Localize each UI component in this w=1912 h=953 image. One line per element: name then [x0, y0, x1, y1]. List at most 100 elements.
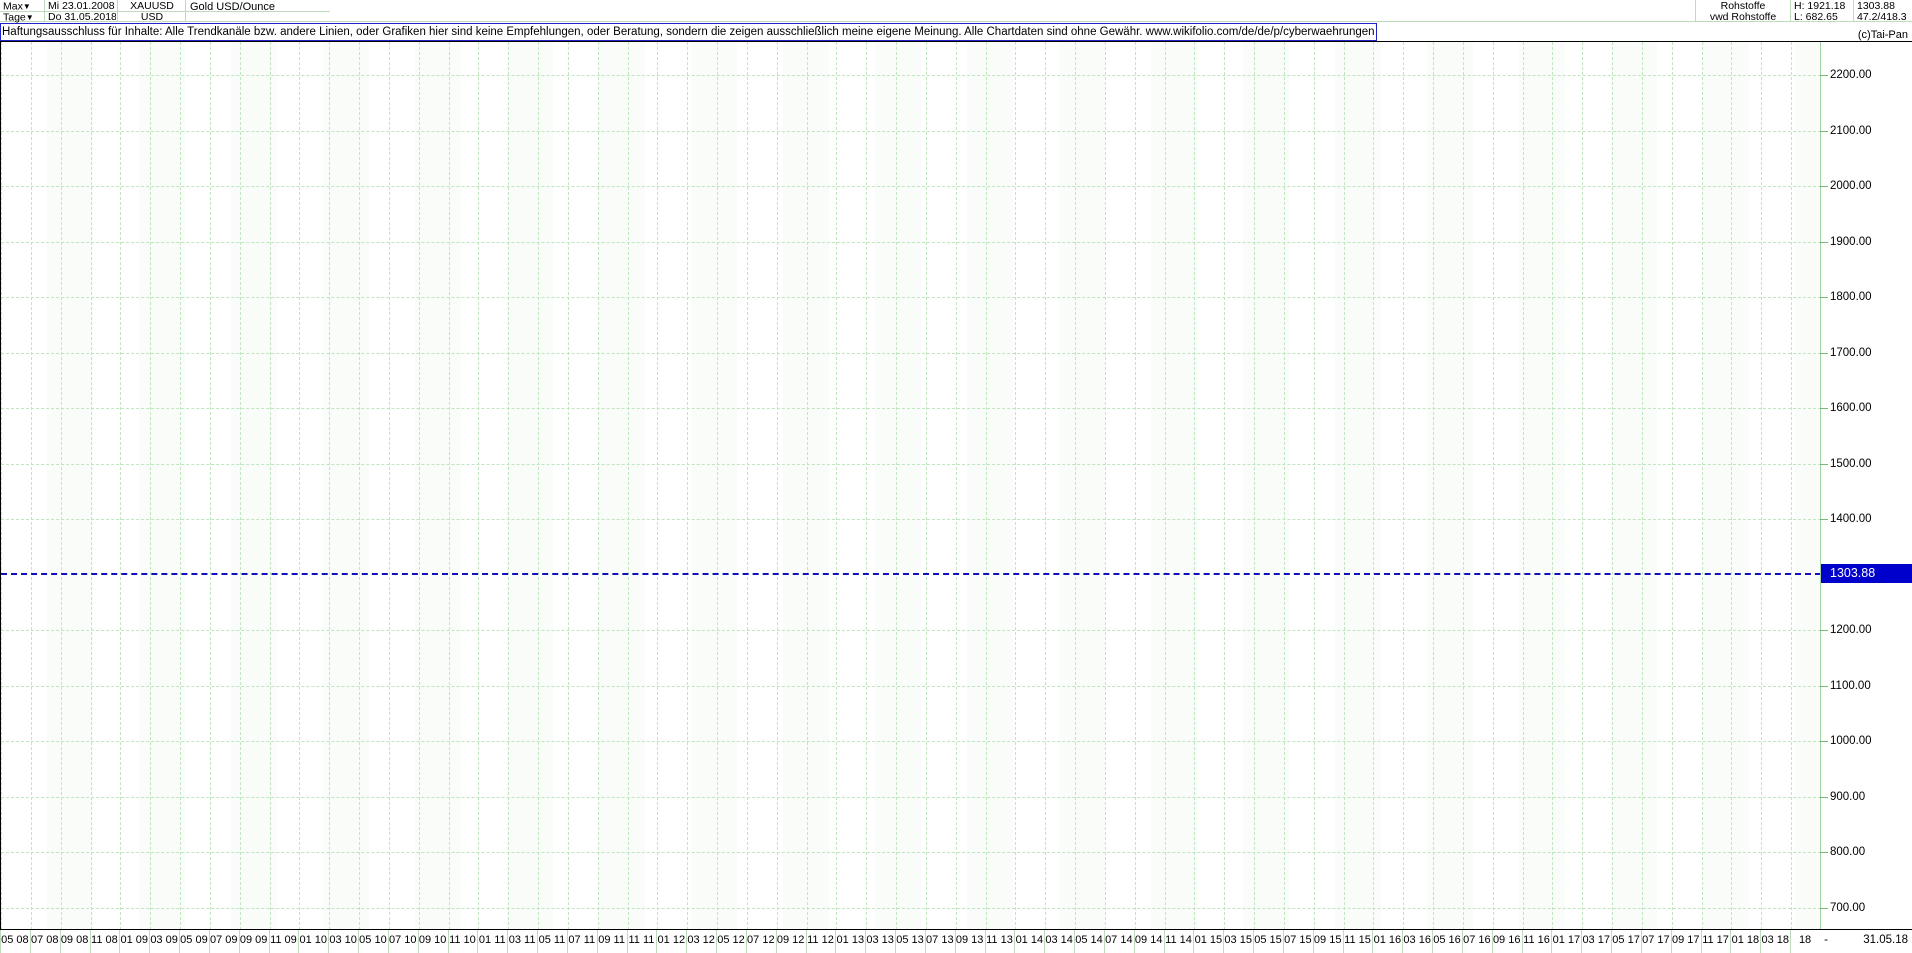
chevron-down-icon: ▼	[22, 2, 31, 11]
end-date[interactable]: Do 31.05.2018	[48, 12, 116, 23]
date-axis-tick: 01 18	[1731, 934, 1760, 946]
header-sep-1	[44, 0, 45, 22]
gridline-horizontal	[1, 408, 1821, 410]
price-axis-tick-mark	[1820, 186, 1828, 188]
date-axis-separator-tick	[626, 930, 628, 953]
date-axis-tick: 07 11	[568, 934, 596, 946]
date-axis-tick: 05 12	[717, 934, 745, 946]
price-axis-tick-mark	[1820, 907, 1828, 909]
date-axis-separator-tick	[29, 930, 31, 953]
date-axis-tick: 11 17	[1702, 934, 1729, 946]
gridline-vertical	[1373, 42, 1375, 930]
price-axis-tick-mark	[1820, 463, 1828, 465]
date-axis-separator-tick	[477, 930, 479, 953]
date-axis-separator-tick	[1312, 930, 1314, 953]
price-axis-tick-mark	[1820, 796, 1828, 798]
date-axis-tick: 05 11	[538, 934, 566, 946]
price-axis-tick-mark	[1820, 741, 1828, 743]
date-axis-separator-tick	[507, 930, 509, 953]
start-date[interactable]: Mi 23.01.2008	[48, 1, 115, 12]
date-axis-tick: 09 15	[1313, 934, 1342, 946]
date-axis-separator-tick	[895, 930, 897, 953]
date-axis-tick: 05 08	[1, 934, 29, 946]
gridline-vertical	[120, 42, 122, 930]
gridline-horizontal	[1, 297, 1821, 299]
gridline-vertical	[1582, 42, 1584, 930]
gridline-vertical	[1641, 42, 1643, 930]
date-axis-separator-tick	[716, 930, 718, 953]
header-sep-4	[1695, 0, 1696, 22]
gridline-vertical	[269, 42, 271, 930]
price-axis-line	[1820, 42, 1821, 930]
chart-plot-area[interactable]	[0, 41, 1821, 930]
date-axis-separator-tick	[1103, 930, 1105, 953]
gridline-horizontal	[1, 519, 1821, 521]
gridline-vertical	[567, 42, 569, 930]
date-axis-separator-tick	[984, 930, 986, 953]
header-sep-5	[1790, 0, 1791, 22]
date-axis-separator-tick	[1461, 930, 1463, 953]
disclaimer-banner[interactable]: Haftungsausschluss für Inhalte: Alle Tre…	[0, 23, 1377, 41]
price-axis-tick-mark	[1820, 352, 1828, 354]
range-selector[interactable]: Max▼	[3, 1, 43, 12]
date-axis-separator-tick	[1551, 930, 1553, 953]
date-axis-separator-tick	[1790, 930, 1792, 953]
price-axis-tick-mark	[1820, 852, 1828, 854]
date-axis-tick: 01 14	[1015, 934, 1044, 946]
date-axis-separator-tick	[208, 930, 210, 953]
date-axis-separator-tick	[775, 930, 777, 953]
gridline-vertical	[388, 42, 390, 930]
gridline-vertical	[30, 42, 32, 930]
date-axis-tick: 03 12	[687, 934, 715, 946]
date-axis-tick: 05 14	[1075, 934, 1103, 946]
session-high: H: 1921.18	[1794, 1, 1846, 12]
gridline-vertical	[717, 42, 719, 930]
price-axis-tick: 1900.00	[1830, 235, 1872, 248]
current-price-line	[1, 572, 1821, 575]
gridline-vertical	[418, 42, 420, 930]
gridline-horizontal	[1, 352, 1821, 354]
date-axis-separator-tick	[1253, 930, 1255, 953]
price-axis-tick: 1500.00	[1830, 457, 1872, 470]
date-axis-tick: 07 10	[389, 934, 417, 946]
symbol-code[interactable]: XAUUSD	[130, 1, 174, 12]
gridline-vertical	[985, 42, 987, 930]
date-axis-tick: 07 13	[926, 934, 954, 946]
date-axis[interactable]: 05 08 07 08 09 08 11 08 01 09 03 09 05 09 07 09…	[0, 929, 1912, 953]
gridline-vertical	[1343, 42, 1345, 930]
date-axis-separator-tick	[119, 930, 121, 953]
date-axis-separator-tick	[566, 930, 568, 953]
gridline-vertical	[1164, 42, 1166, 930]
category-label: Rohstoffe	[1720, 1, 1766, 12]
gridline-horizontal	[1, 186, 1821, 188]
interval-selector[interactable]: Tage▼	[3, 12, 43, 23]
gridline-vertical	[1045, 42, 1047, 930]
header-sep-3	[185, 0, 186, 22]
date-axis-separator-tick	[1700, 930, 1702, 953]
gridline-vertical	[896, 42, 898, 930]
price-axis-tick-mark	[1820, 297, 1828, 299]
date-axis-separator-tick	[1670, 930, 1672, 953]
gridline-vertical	[1254, 42, 1256, 930]
price-axis-tick: 1800.00	[1830, 291, 1872, 304]
date-axis-separator-tick	[686, 930, 688, 953]
gridline-vertical	[180, 42, 182, 930]
date-axis-tick: 01 15	[1194, 934, 1223, 946]
price-axis-tick: 2100.00	[1830, 124, 1872, 137]
date-axis-tick: 03 13	[866, 934, 894, 946]
date-axis-separator-tick	[1282, 930, 1284, 953]
date-axis-separator-tick	[1372, 930, 1374, 953]
date-axis-tick: 11 11	[628, 934, 655, 946]
gridline-vertical	[1761, 42, 1763, 930]
price-axis-tick: 900.00	[1830, 790, 1866, 803]
date-axis-tick: 05 13	[896, 934, 924, 946]
price-axis[interactable]: 2200.00 2100.00 2000.00 1900.00 1800.00 1700.…	[1820, 41, 1912, 930]
gridline-vertical	[1134, 42, 1136, 930]
header-sep-2	[117, 0, 118, 22]
gridline-vertical	[1552, 42, 1554, 930]
date-axis-tick: 09 08	[60, 934, 89, 946]
gridline-vertical	[1015, 42, 1017, 930]
gridline-vertical	[836, 42, 838, 930]
gridline-vertical	[508, 42, 510, 930]
